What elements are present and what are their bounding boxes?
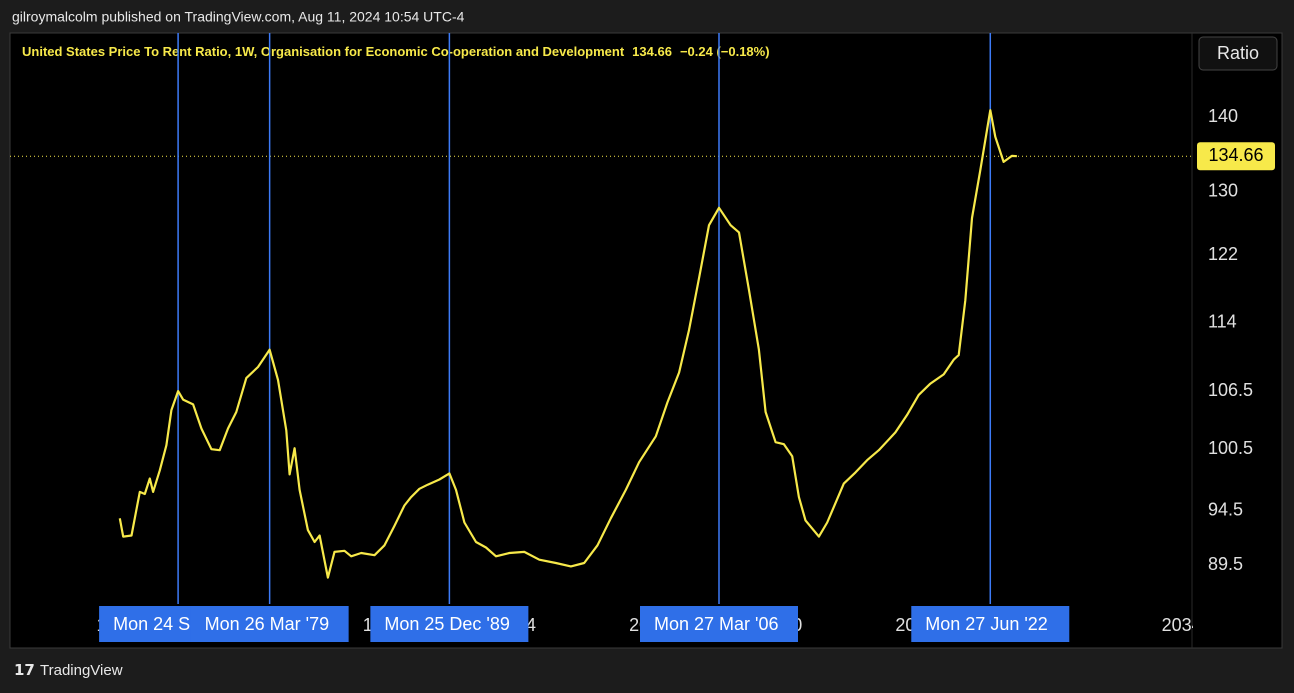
y-tick-label: 140	[1208, 106, 1238, 126]
y-tick-label: 89.5	[1208, 554, 1243, 574]
crosshair-date-label: Mon 25 Dec '89	[384, 614, 510, 634]
crosshair-date-label: Mon 27 Mar '06	[654, 614, 779, 634]
crosshair-date-box	[639, 606, 798, 642]
crosshair-date-box	[370, 606, 529, 642]
legend-last-value: 134.66	[632, 44, 672, 59]
y-tick-label: 100.5	[1208, 438, 1253, 458]
last-value-label: 134.66	[1208, 145, 1263, 165]
crosshair-date-label: Mon 24 S	[113, 614, 190, 634]
crosshair-date-label: Mon 27 Jun '22	[925, 614, 1048, 634]
legend-change: −0.24 (−0.18%)	[680, 44, 770, 59]
brand-name: TradingView	[40, 662, 123, 679]
x-tick-label: 2034	[1162, 615, 1202, 635]
brand-logo: 𝟭𝟳	[14, 662, 35, 679]
y-tick-label: 106.5	[1208, 380, 1253, 400]
scale-button-label[interactable]: Ratio	[1217, 43, 1259, 63]
chart-panel	[9, 32, 1283, 649]
crosshair-date-box	[190, 606, 349, 642]
y-tick-label: 94.5	[1208, 500, 1243, 520]
y-tick-label: 130	[1208, 180, 1238, 200]
last-value-box	[1197, 142, 1275, 171]
scale-button[interactable]	[1198, 36, 1278, 71]
price-axis: 89.5 94.5 100.5 106.5 114 122 130 140	[1208, 106, 1253, 574]
crosshair-date-label: Mon 26 Mar '79	[205, 614, 330, 634]
y-tick-label: 114	[1208, 312, 1237, 332]
legend-title: United States Price To Rent Ratio, 1W, O…	[22, 44, 625, 59]
y-tick-label: 122	[1208, 244, 1238, 264]
crosshair-date-box	[911, 606, 1070, 642]
price-line	[118, 109, 1017, 579]
chart-legend: United States Price To Rent Ratio, 1W, O…	[22, 44, 770, 59]
publisher-line: gilroymalcolm published on TradingView.c…	[12, 9, 465, 25]
